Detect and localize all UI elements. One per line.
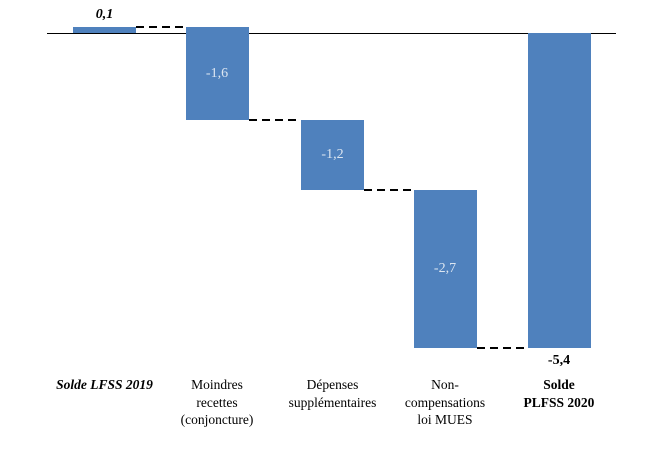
bar-value-label: -2,7 — [433, 261, 457, 277]
bar-value-label: -5,4 — [547, 352, 571, 368]
bar-start — [73, 27, 136, 33]
connector-dashed-line — [476, 346, 528, 349]
bar-value-label: 0,1 — [95, 7, 114, 23]
connector-dashed-line — [248, 119, 301, 122]
category-label: Non- compensations loi MUES — [404, 377, 486, 427]
bar-delta — [185, 27, 249, 121]
bar-value-label: -1,2 — [321, 147, 344, 163]
category-label: Dépenses supplémentaires — [288, 377, 377, 410]
bar-total — [527, 33, 591, 348]
category-label: Solde PLFSS 2020 — [523, 377, 595, 410]
category-label: Moindres recettes (conjoncture) — [180, 377, 254, 427]
zero-axis-line — [47, 33, 616, 34]
category-label: Solde LFSS 2019 — [56, 377, 153, 392]
bar-value-label: -1,6 — [205, 65, 229, 81]
connector-dashed-line — [364, 189, 414, 192]
connector-dashed-line — [136, 26, 186, 29]
bar-delta — [301, 120, 364, 191]
bar-delta — [413, 190, 477, 348]
